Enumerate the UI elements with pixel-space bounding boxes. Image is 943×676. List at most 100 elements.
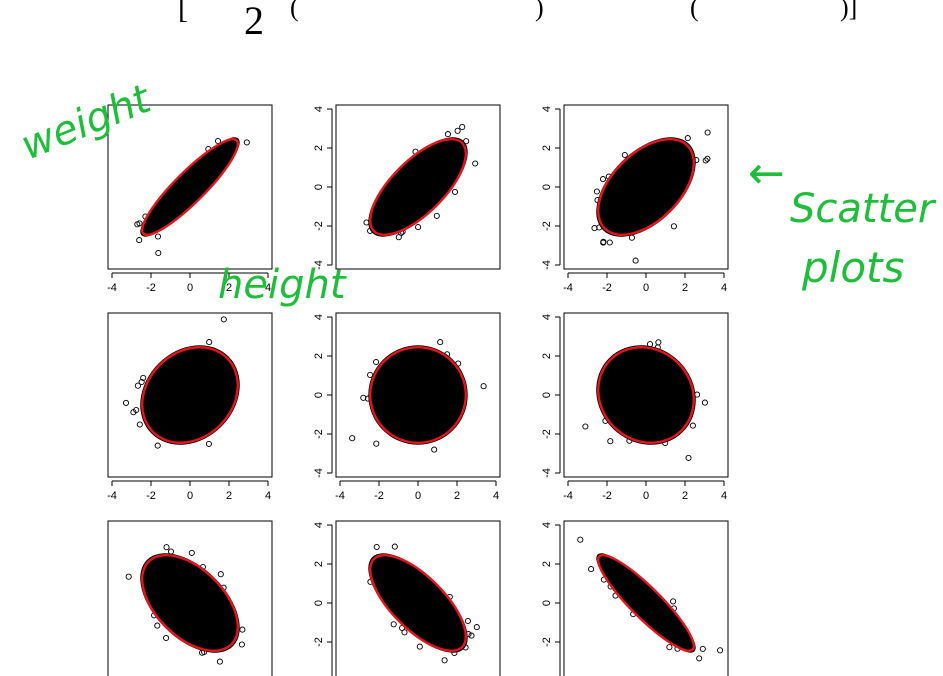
data-point [473, 624, 480, 631]
data-point [666, 644, 673, 651]
data-point [600, 239, 607, 246]
data-point [606, 239, 613, 246]
scatter-panel-r2c3: -4 -2 0 2 4 4 2 0 -2 -4 [541, 312, 729, 502]
data-point [154, 233, 162, 240]
data-point [154, 622, 161, 629]
confidence-ellipse [597, 346, 695, 444]
point-cloud [596, 553, 696, 653]
data-point [593, 188, 600, 195]
point-cloud [596, 137, 696, 237]
data-point [373, 440, 380, 447]
y-tick-label: 0 [541, 184, 553, 190]
y-tick-label: -2 [541, 429, 553, 439]
x-tick-label: 2 [226, 490, 232, 502]
x-tick-label: 2 [682, 282, 688, 294]
data-point [472, 160, 479, 167]
data-point [360, 394, 367, 401]
data-point [607, 438, 614, 445]
data-point [480, 383, 487, 390]
data-point [122, 399, 130, 406]
x-tick-label: 4 [265, 490, 271, 502]
data-point [239, 626, 246, 633]
data-point [163, 634, 170, 642]
y-tick-label: 4 [313, 314, 325, 320]
data-point [704, 155, 711, 162]
y-tick-label: 2 [313, 145, 325, 151]
data-point [188, 549, 195, 556]
data-point [444, 131, 451, 138]
data-point [349, 435, 356, 442]
y-tick-label: 4 [541, 522, 553, 528]
formula: [ 2 ( ) ( )] [178, 0, 857, 43]
data-point [577, 536, 584, 543]
data-point [717, 647, 724, 654]
x-tick-label: 0 [643, 282, 649, 294]
data-point [373, 358, 380, 366]
point-cloud [368, 137, 468, 237]
data-point [243, 139, 250, 146]
formula-bracket-open: [ [178, 0, 188, 25]
point-cloud [140, 137, 240, 237]
x-tick-label: 0 [187, 282, 193, 294]
plot-frame [335, 520, 501, 676]
confidence-ellipse [369, 138, 467, 236]
confidence-ellipse [597, 138, 695, 236]
x-tick-label: -4 [107, 282, 117, 294]
x-tick-label: 4 [265, 282, 271, 294]
data-point [136, 237, 143, 244]
x-tick-label: -2 [602, 282, 612, 294]
data-point [696, 655, 703, 662]
data-point [391, 543, 398, 550]
y-tick-label: 0 [313, 600, 325, 606]
x-tick-label: -2 [374, 490, 384, 502]
formula-denominator: 2 [244, 0, 264, 43]
confidence-ellipse [141, 346, 239, 444]
formula-paren-open-2: ( [690, 0, 699, 22]
y-tick-label: 4 [313, 522, 325, 528]
plot-frame [107, 520, 273, 676]
data-point [704, 129, 711, 136]
scatter-panel-r2c2: -4 -2 0 2 4 4 2 0 -2 -4 [313, 312, 501, 502]
scatter-panel-r1c2: 4 2 0 -2 -4 [313, 104, 501, 270]
y-tick-label: 2 [541, 353, 553, 359]
point-cloud [368, 345, 468, 445]
data-point [441, 657, 448, 664]
scatter-grid: -4 -2 0 2 4 4 2 0 -2 -4 -4 -2 0 2 4 4 2 0 -2 -4 -4 -2 0 2 4 -4 -2 0… [107, 104, 729, 676]
y-tick-label: -2 [313, 221, 325, 231]
scatter-panel-r1c3: -4 -2 0 2 4 4 2 0 -2 -4 [541, 104, 729, 294]
data-point [136, 220, 143, 227]
data-point [140, 374, 147, 381]
point-cloud [368, 553, 468, 653]
data-point [588, 566, 595, 573]
x-tick-label: -4 [107, 490, 117, 502]
data-point [459, 123, 466, 131]
y-tick-label: 4 [313, 106, 325, 112]
data-point [205, 440, 212, 447]
x-tick-label: 0 [643, 490, 649, 502]
y-tick-label: 2 [541, 561, 553, 567]
y-tick-label: -2 [541, 637, 553, 647]
data-point [401, 629, 408, 636]
confidence-ellipse [141, 554, 239, 652]
y-tick-label: -4 [541, 260, 553, 270]
formula-paren-open: ( [290, 0, 299, 22]
data-point [416, 643, 423, 650]
data-point [238, 641, 245, 648]
data-point [655, 339, 662, 346]
y-tick-label: 0 [541, 600, 553, 606]
scatter-panel-r3c3: 420-2-4 [541, 520, 729, 676]
scatter-panel-r3c1 [107, 520, 273, 676]
data-point [390, 621, 397, 628]
y-tick-label: 4 [541, 106, 553, 112]
y-tick-label: 0 [541, 392, 553, 398]
annotation-height: height [218, 262, 347, 308]
confidence-ellipse [596, 553, 696, 653]
x-tick-label: -2 [146, 490, 156, 502]
data-point [217, 571, 224, 578]
data-point [373, 543, 380, 551]
x-tick-label: 2 [454, 490, 460, 502]
x-tick-label: -4 [563, 282, 573, 294]
data-point [206, 339, 213, 346]
plot-frame [335, 104, 501, 270]
